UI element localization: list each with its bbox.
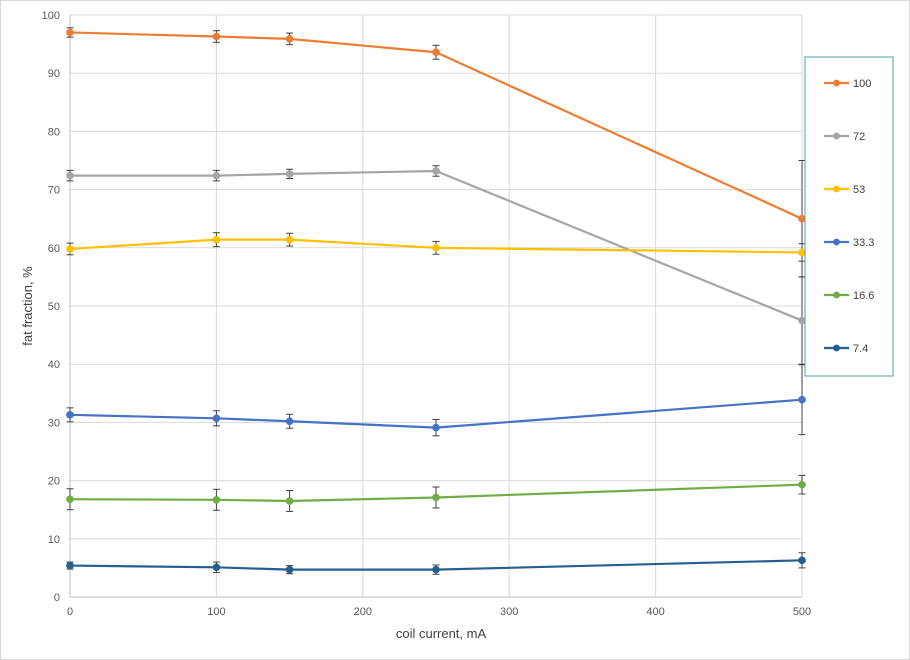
- data-point: [66, 28, 74, 37]
- data-point: [66, 495, 74, 504]
- y-tick-label: 100: [42, 10, 60, 22]
- data-point: [285, 35, 294, 43]
- series-16.6: [66, 474, 806, 512]
- legend-swatch-marker: [833, 344, 840, 352]
- legend-swatch-marker: [833, 132, 840, 140]
- data-point: [212, 495, 221, 504]
- legend-entry: 72: [824, 131, 865, 143]
- data-point: [432, 423, 440, 432]
- legend-items: 100 72 53 33.3 16.6 7.4: [824, 78, 874, 355]
- series-33.3: [66, 364, 806, 437]
- data-point: [212, 414, 221, 423]
- y-tick-label: 80: [48, 126, 60, 138]
- legend-label: 7.4: [853, 343, 868, 355]
- data-point: [798, 395, 806, 404]
- legend-entry: 53: [824, 184, 865, 196]
- legend-label: 53: [853, 184, 865, 196]
- x-tick-label: 0: [67, 606, 73, 618]
- y-tick-label: 50: [48, 301, 60, 313]
- series-72: [66, 165, 806, 365]
- y-tick-label: 60: [48, 243, 60, 255]
- legend-entry: 33.3: [824, 237, 874, 249]
- legend-entry: 16.6: [824, 290, 874, 302]
- data-point: [285, 170, 294, 178]
- legend-label: 72: [853, 131, 865, 143]
- y-tick-label: 30: [48, 417, 60, 429]
- y-tick-label: 70: [48, 185, 60, 197]
- y-tick-labels: 0 10 20 30 40 50 60 70 80 90 100: [42, 10, 60, 604]
- data-point: [432, 167, 440, 175]
- data-point: [66, 561, 74, 570]
- legend-entry: 100: [824, 78, 871, 90]
- series-7.4: [66, 552, 806, 575]
- legend-label: 100: [853, 78, 871, 90]
- data-point: [66, 410, 74, 419]
- legend-swatch-marker: [833, 238, 840, 246]
- x-axis-title: coil current, mA: [396, 626, 487, 641]
- legend-swatch-marker: [833, 185, 840, 193]
- series: [66, 27, 806, 575]
- data-point: [285, 565, 294, 574]
- legend-label: 33.3: [853, 237, 874, 249]
- data-point: [285, 235, 294, 244]
- data-point: [798, 556, 806, 565]
- y-tick-label: 0: [54, 592, 60, 604]
- data-point: [432, 243, 440, 252]
- data-point: [66, 171, 74, 180]
- data-point: [212, 32, 221, 41]
- data-point: [212, 171, 221, 180]
- data-point: [66, 245, 74, 253]
- legend-entry: 7.4: [824, 343, 868, 355]
- x-tick-label: 300: [500, 606, 518, 618]
- data-point: [798, 480, 806, 489]
- legend-swatch-marker: [833, 291, 840, 299]
- data-point: [285, 417, 294, 426]
- y-tick-label: 20: [48, 476, 60, 488]
- y-axis-title: fat fraction, %: [20, 266, 35, 346]
- data-point: [432, 48, 440, 57]
- x-tick-label: 400: [646, 606, 664, 618]
- y-tick-label: 10: [48, 534, 60, 546]
- legend-swatch-marker: [833, 79, 840, 87]
- x-tick-label: 100: [207, 606, 225, 618]
- data-point: [285, 497, 294, 505]
- legend: 100 72 53 33.3 16.6 7.4: [804, 56, 894, 377]
- data-point: [212, 563, 221, 572]
- x-tick-label: 200: [354, 606, 372, 618]
- y-tick-label: 40: [48, 359, 60, 371]
- series-53: [66, 232, 806, 262]
- x-tick-labels: 0 100 200 300 400 500: [67, 606, 811, 618]
- legend-frame: [804, 56, 894, 377]
- data-point: [432, 565, 440, 574]
- y-tick-label: 90: [48, 68, 60, 80]
- data-point: [432, 493, 440, 502]
- x-tick-label: 500: [793, 606, 811, 618]
- legend-label: 16.6: [853, 290, 874, 302]
- data-point: [212, 235, 221, 244]
